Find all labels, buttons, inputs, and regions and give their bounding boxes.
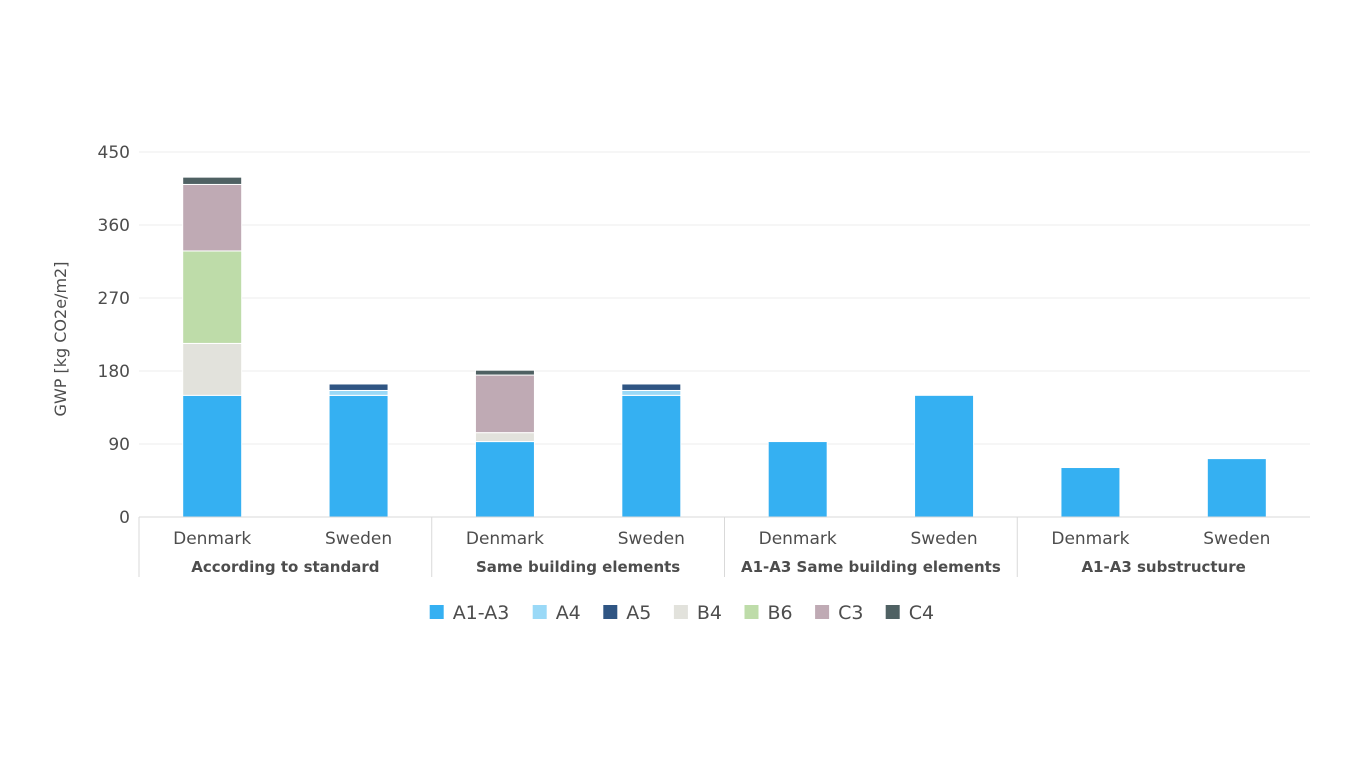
legend-label: C3 <box>838 602 863 624</box>
y-tick-label: 270 <box>98 289 130 309</box>
x-category-label: Sweden <box>618 529 685 549</box>
legend-item: A1-A3 <box>429 602 510 624</box>
y-tick-label: 360 <box>98 216 130 236</box>
bar-segment <box>182 394 243 518</box>
bar-segment <box>328 389 389 396</box>
y-tick-label: 180 <box>98 362 130 382</box>
legend-label: A4 <box>556 602 581 624</box>
legend-swatch <box>429 605 444 619</box>
bar-segment <box>182 342 243 396</box>
x-category-labels: Denmark Sweden Denmark Sweden Denmark Sweden D… <box>173 529 1270 549</box>
bar-segment <box>328 383 389 391</box>
y-tick-label: 0 <box>119 508 130 528</box>
bar-segment <box>1206 458 1267 518</box>
legend-swatch <box>603 605 618 619</box>
x-group-label: According to standard <box>191 558 379 576</box>
legend-item: A5 <box>603 602 651 624</box>
legend-swatch <box>885 605 900 619</box>
x-group-label: Same building elements <box>476 558 680 576</box>
legend-item: C3 <box>815 602 863 624</box>
legend-item: B4 <box>673 602 722 624</box>
bars <box>182 176 1267 518</box>
y-tick-label: 450 <box>98 143 130 163</box>
legend-swatch <box>815 605 830 619</box>
legend-swatch <box>532 605 547 619</box>
bar-segment <box>182 250 243 344</box>
y-axis-label: GWP [kg CO2e/m2] <box>51 262 70 417</box>
legend-label: B4 <box>697 602 722 624</box>
bar-segment <box>621 383 682 391</box>
gridlines <box>139 151 1310 445</box>
legend-label: A1-A3 <box>453 602 510 624</box>
x-category-label: Sweden <box>1203 529 1270 549</box>
x-category-label: Denmark <box>1051 529 1129 549</box>
bar-segment <box>1060 467 1121 518</box>
y-tick-labels: 0 90 180 270 360 450 <box>98 143 130 528</box>
bar-segment <box>328 394 389 518</box>
x-category-label: Denmark <box>173 529 251 549</box>
legend-label: C4 <box>909 602 934 624</box>
bar-segment <box>474 432 535 443</box>
legend-label: A5 <box>626 602 651 624</box>
bar-segment <box>182 183 243 252</box>
axes <box>138 516 1310 577</box>
bar-segment <box>474 374 535 434</box>
x-category-label: Denmark <box>466 529 544 549</box>
y-tick-label: 90 <box>108 435 130 455</box>
legend-swatch <box>673 605 688 619</box>
legend-item: B6 <box>744 602 793 624</box>
legend-label: B6 <box>768 602 793 624</box>
bar-segment <box>621 389 682 396</box>
x-group-label: A1-A3 substructure <box>1081 558 1245 576</box>
bar-segment <box>767 441 828 518</box>
legend-swatch <box>744 605 759 619</box>
legend-item: A4 <box>532 602 581 624</box>
bar-segment <box>621 394 682 518</box>
x-category-label: Sweden <box>325 529 392 549</box>
x-category-label: Sweden <box>910 529 977 549</box>
bar-segment <box>474 441 535 518</box>
x-group-labels: According to standard Same building eleme… <box>191 558 1246 576</box>
bar-segment <box>474 369 535 376</box>
x-group-label: A1-A3 Same building elements <box>741 558 1001 576</box>
bar-segment <box>182 176 243 185</box>
legend-item: C4 <box>885 602 934 624</box>
bar-segment <box>914 394 975 518</box>
legend: A1-A3 A4 A5 B4 B6 C3 C4 <box>429 602 934 624</box>
x-category-label: Denmark <box>759 529 837 549</box>
